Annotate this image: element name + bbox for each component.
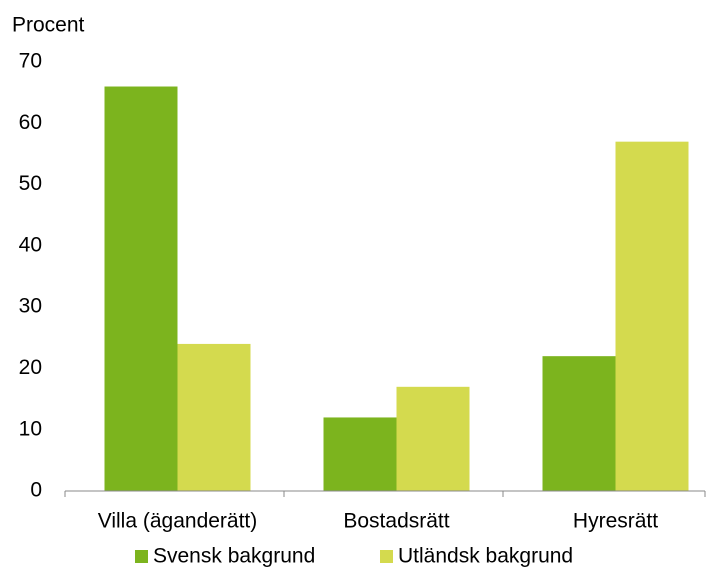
legend-label: Svensk bakgrund <box>153 545 315 568</box>
legend-swatch <box>380 550 393 563</box>
bar <box>323 417 397 491</box>
y-tick-label: 70 <box>19 50 42 73</box>
y-tick-label: 50 <box>19 172 42 195</box>
bar <box>615 141 689 491</box>
y-tick-label: 0 <box>30 479 42 502</box>
x-tick-label: Bostadsrätt <box>343 510 449 533</box>
y-tick-label: 30 <box>19 295 42 318</box>
legend-swatch <box>135 550 148 563</box>
y-tick-label: 60 <box>19 111 42 134</box>
legend-label: Utländsk bakgrund <box>398 545 573 568</box>
y-tick-label: 10 <box>19 417 42 440</box>
y-axis-label: Procent <box>12 14 85 37</box>
bar <box>177 343 251 491</box>
bar <box>542 356 616 491</box>
x-tick-label: Hyresrätt <box>573 510 658 533</box>
x-tick-label: Villa (äganderätt) <box>98 510 258 533</box>
y-tick-label: 20 <box>19 356 42 379</box>
y-tick-label: 40 <box>19 233 42 256</box>
bar <box>396 386 470 491</box>
bar <box>104 86 178 491</box>
